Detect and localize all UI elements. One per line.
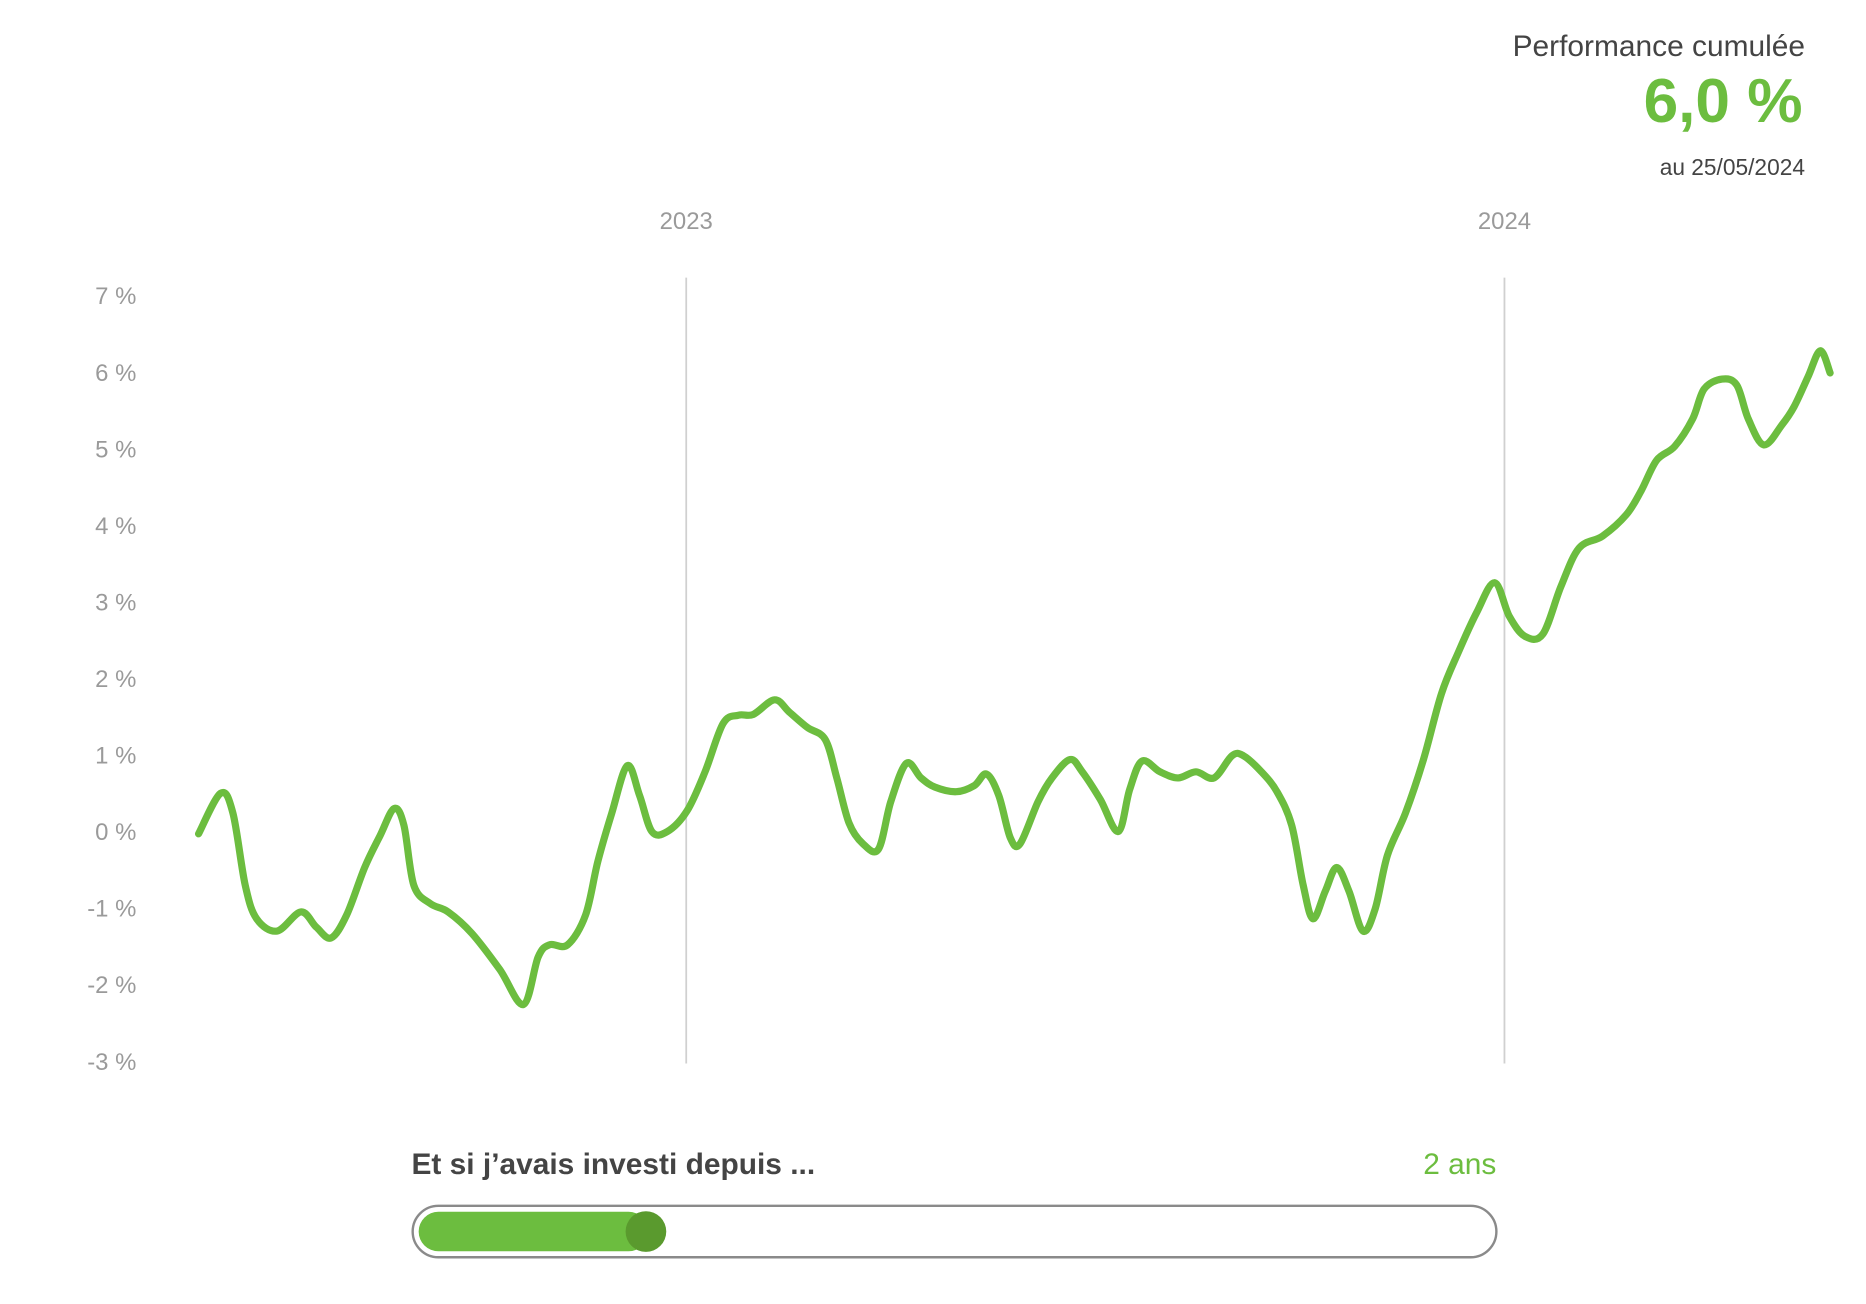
y-tick-label: 3 % — [95, 589, 136, 616]
slider-label: Et si j’avais investi depuis ... — [411, 1148, 815, 1181]
perf-value: 6,0 % — [1644, 67, 1803, 136]
y-tick-label: 7 % — [95, 283, 136, 310]
slider-value: 2 ans — [1423, 1148, 1496, 1181]
y-tick-label: -3 % — [87, 1049, 136, 1076]
y-tick-label: -1 % — [87, 896, 136, 923]
y-tick-label: 4 % — [95, 513, 136, 540]
perf-date: au 25/05/2024 — [1660, 154, 1805, 180]
x-tick-label: 2023 — [660, 208, 713, 235]
y-tick-label: 6 % — [95, 360, 136, 387]
slider-knob[interactable] — [625, 1211, 667, 1252]
slider-track[interactable] — [411, 1204, 1498, 1259]
y-tick-label: 0 % — [95, 819, 136, 846]
perf-title: Performance cumulée — [1513, 30, 1805, 63]
performance-line — [194, 347, 1834, 1009]
plot: -3 % -2 % -1 % 0 % 1 % 2 % 3 % 4 % 5 % 6 % 7 % 2023… — [87, 208, 1834, 1076]
slider[interactable] — [411, 1204, 1498, 1259]
y-tick-label: 2 % — [95, 666, 136, 693]
x-tick-label: 2024 — [1478, 208, 1531, 235]
slider-fill — [418, 1211, 649, 1252]
y-tick-label: 1 % — [95, 743, 136, 770]
y-tick-label: 5 % — [95, 436, 136, 463]
y-tick-label: -2 % — [87, 972, 136, 999]
